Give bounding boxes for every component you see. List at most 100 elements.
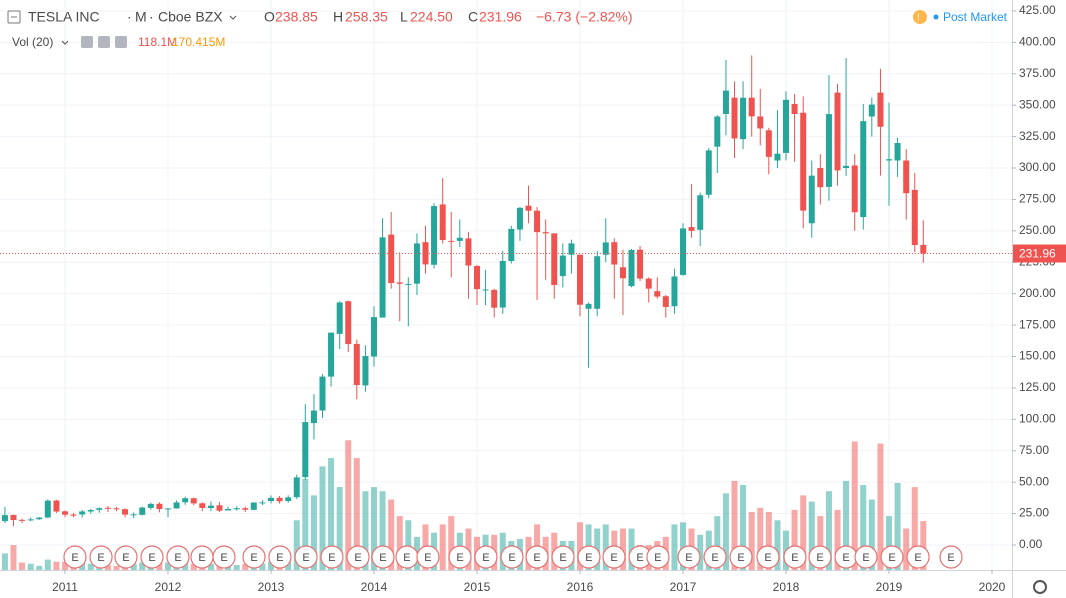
candle-body xyxy=(439,204,446,241)
candle-body xyxy=(302,422,309,478)
session-dot xyxy=(933,14,939,20)
separator: · xyxy=(127,9,132,25)
y-tick-label: 325.00 xyxy=(1019,129,1056,143)
candle-body xyxy=(388,234,395,283)
candle-body xyxy=(602,242,609,255)
candle-body xyxy=(310,410,317,424)
candle-body xyxy=(886,159,893,161)
volume-bar xyxy=(319,466,326,570)
volume-bar xyxy=(396,516,403,570)
volume-bar xyxy=(225,565,232,570)
dropdown-icon[interactable] xyxy=(61,40,69,45)
volume-bar xyxy=(765,511,772,570)
volume-bar xyxy=(619,528,626,570)
volume-bar xyxy=(714,516,721,570)
session-icon[interactable] xyxy=(913,10,927,24)
candle-body xyxy=(328,332,335,377)
volume-bar xyxy=(860,485,867,570)
volume-bar xyxy=(911,487,918,570)
candle-body xyxy=(319,376,326,411)
candle-body xyxy=(568,243,575,255)
close-label: C xyxy=(468,9,478,25)
earnings-marker xyxy=(880,545,904,569)
volume-bar xyxy=(868,499,875,570)
eye-icon[interactable] xyxy=(81,36,93,48)
volume-bar xyxy=(362,491,369,570)
volume-bar xyxy=(448,516,455,570)
earnings-marker xyxy=(854,545,878,569)
settings-gear[interactable] xyxy=(1033,580,1047,594)
candle-body xyxy=(508,228,515,261)
x-tick-label: 2020 xyxy=(979,580,1006,594)
candle-body xyxy=(242,508,249,510)
candle-layer xyxy=(1,55,927,527)
volume-bar xyxy=(267,561,274,570)
candle-body xyxy=(903,160,910,194)
candle-body xyxy=(353,343,360,386)
candle-body xyxy=(542,232,549,234)
earnings-marker xyxy=(212,545,236,569)
y-tick-label: 175.00 xyxy=(1019,317,1056,331)
last-price-label: 231.96 xyxy=(1019,247,1056,261)
volume-value: 118.1M xyxy=(138,35,177,49)
candle-body xyxy=(474,266,481,290)
axes: 0.00 25.00 50.00 75.00 100.00 125.00 150.00 175… xyxy=(52,3,1066,594)
candle-body xyxy=(164,508,171,510)
candle-body xyxy=(808,175,815,224)
volume-bar xyxy=(336,487,343,570)
earnings-label: E xyxy=(482,552,489,564)
volume-bar xyxy=(817,516,824,570)
candle-body xyxy=(748,97,755,117)
collapse-icon[interactable] xyxy=(7,10,21,24)
remove-icon[interactable] xyxy=(115,36,127,48)
earnings-marker xyxy=(114,545,138,569)
high-value: 258.35 xyxy=(345,9,388,25)
volume-bar xyxy=(731,480,738,570)
volume-bar xyxy=(843,480,850,570)
candle-body xyxy=(147,503,154,508)
candle-body xyxy=(139,507,146,515)
earnings-label: E xyxy=(250,552,257,564)
y-tick-label: 200.00 xyxy=(1019,286,1056,300)
candle-body xyxy=(920,244,927,254)
volume-bar xyxy=(104,565,111,570)
candle-body xyxy=(491,289,498,308)
close-value: 231.96 xyxy=(479,9,522,25)
candle-body xyxy=(645,278,652,289)
volume-bar xyxy=(722,493,729,570)
exchange: Cboe BZX xyxy=(158,9,223,25)
settings-icon[interactable] xyxy=(98,36,110,48)
candle-body xyxy=(87,510,94,512)
earnings-label: E xyxy=(456,552,463,564)
earnings-label: E xyxy=(97,552,104,564)
candle-body xyxy=(413,243,420,284)
candle-body xyxy=(182,498,189,503)
candle-body xyxy=(525,205,532,211)
candle-body xyxy=(79,511,86,515)
candle-body xyxy=(396,282,403,284)
candle-body xyxy=(431,206,438,265)
earnings-marker xyxy=(89,545,113,569)
earnings-label: E xyxy=(122,552,129,564)
dropdown-icon[interactable] xyxy=(229,15,237,20)
last-price-box xyxy=(1013,244,1066,263)
earnings-marker xyxy=(416,545,440,569)
volume-bar xyxy=(259,563,266,570)
earnings-label: E xyxy=(914,552,921,564)
volume-bar xyxy=(577,522,584,570)
interval: M xyxy=(135,9,147,25)
earnings-marker xyxy=(525,545,549,569)
volume-bar xyxy=(353,458,360,570)
earnings-label: E xyxy=(354,552,361,564)
earnings-label: E xyxy=(947,552,954,564)
candle-body xyxy=(465,238,472,266)
earnings-marker xyxy=(166,545,190,569)
candle-body xyxy=(104,507,111,509)
volume-bar xyxy=(302,478,309,570)
candle-body xyxy=(44,500,51,518)
earnings-label: E xyxy=(636,552,643,564)
candle-body xyxy=(894,143,901,161)
earnings-label: E xyxy=(379,552,386,564)
candle-body xyxy=(577,254,584,305)
earnings-marker xyxy=(602,545,626,569)
